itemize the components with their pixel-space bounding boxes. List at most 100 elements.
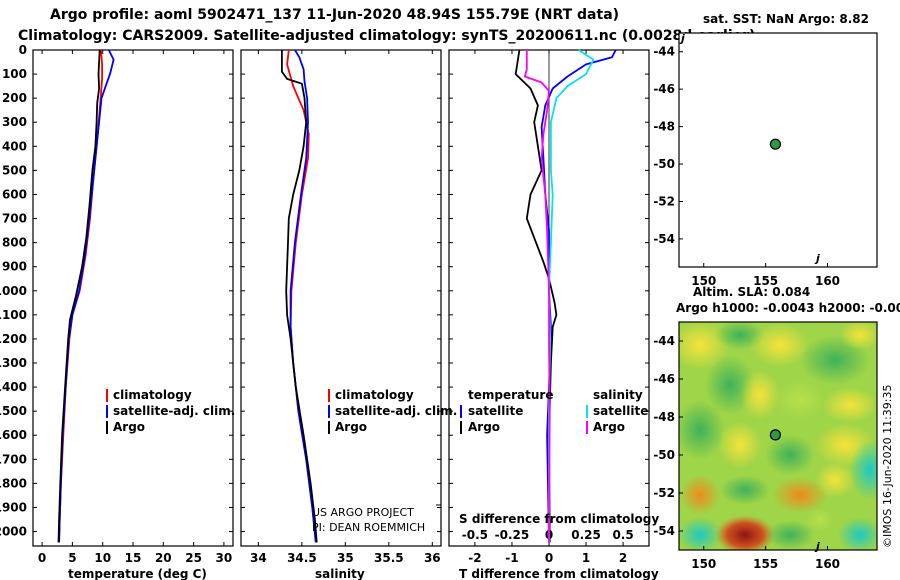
legend-climatology-label: climatology (335, 388, 414, 402)
depth-tick-label: 1300 (0, 356, 27, 370)
series-t-argo-line (514, 49, 558, 543)
salinity-tick-label: 36 (424, 551, 441, 565)
temperature-panel-frame (32, 49, 234, 547)
series-argo-line (57, 49, 101, 543)
depth-tick-label: 1400 (0, 380, 27, 394)
difference-s-tick-label: 0.5 (612, 528, 633, 542)
temperature-tick-label: 20 (155, 551, 172, 565)
legend-s-satellite-label: satellite (593, 404, 648, 418)
sla-heatmap (679, 322, 877, 550)
depth-tick-label: 2000 (0, 525, 27, 539)
depth-tick-label: 200 (2, 91, 27, 105)
temperature-tick-label: 25 (185, 551, 202, 565)
legend-salinity-title: salinity (593, 388, 643, 402)
legend-climatology-label: climatology (113, 388, 192, 402)
depth-tick-label: 1800 (0, 476, 27, 490)
depth-tick-label: 1900 (0, 500, 27, 514)
legend-s-argo-label: Argo (593, 420, 625, 434)
depth-tick-label: 100 (2, 67, 27, 81)
sla-map-bottom-mark: j (814, 540, 820, 553)
credit-pi: PI: DEAN ROEMMICH (312, 521, 425, 534)
temperature-x-axis: 0 5 10 15 20 25 30 (38, 50, 232, 565)
sla-map-lat-tick-label: -54 (653, 524, 675, 538)
chart-title-line2: Climatology: CARS2009. Satellite-adjuste… (18, 28, 756, 44)
depth-tick-label: 500 (2, 163, 27, 177)
salinity-tick-label: 35 (337, 551, 354, 565)
sst-map-lat-tick-label: -46 (653, 82, 675, 96)
sst-map-lon-tick-label: 160 (815, 274, 840, 288)
depth-tick-label: 1700 (0, 452, 27, 466)
difference-tick-label: -1 (505, 551, 518, 565)
temperature-lines (57, 49, 115, 543)
sla-map-lon-tick-label: 155 (753, 557, 778, 571)
salinity-axis-label: salinity (315, 567, 365, 580)
difference-s-tick-label: -0.25 (495, 528, 530, 542)
temperature-tick-label: 15 (125, 551, 142, 565)
argo-float-position-marker (769, 138, 782, 150)
legend-temperature-title: temperature (468, 388, 553, 402)
sst-map-axes: 150 155 160 -44 -46 -48 -50 -52 -54 (653, 45, 840, 288)
salinity-x-axis: 34 34.5 35 35.5 36 (250, 50, 441, 565)
legend-t-argo-label: Argo (468, 420, 500, 434)
difference-s-tick-label: -0.5 (462, 528, 488, 542)
legend-satellite-label: satellite-adj. clim. (113, 404, 235, 418)
sla-map-subtitle: Argo h1000: -0.0043 h2000: -0.006 (676, 301, 900, 315)
difference-tick-label: 2 (619, 551, 627, 565)
difference-tick-label: 0 (545, 551, 553, 565)
difference-lines (514, 49, 617, 543)
series-satellite-adj-clim-line (58, 49, 115, 543)
legend-satellite-label: satellite-adj. clim. (335, 404, 457, 418)
depth-tick-label: 1200 (0, 332, 27, 346)
depth-tick-label: 0 (19, 43, 27, 57)
sst-map-lon-tick-label: 150 (691, 274, 716, 288)
depth-tick-label: 1600 (0, 428, 27, 442)
series-satellite-adj-clim-line (289, 49, 317, 543)
difference-tick-label: -2 (468, 551, 481, 565)
temperature-tick-label: 30 (216, 551, 233, 565)
temperature-tick-label: 10 (94, 551, 111, 565)
sst-map-corner-mark: j (679, 32, 685, 45)
depth-tick-label: 900 (2, 260, 27, 274)
sla-map-axes: 150 155 160 -44 -46 -48 -50 -52 -54 (653, 334, 840, 571)
series-argo-line (280, 50, 318, 543)
argo-float-position-marker (769, 429, 782, 441)
sla-map-lat-tick-label: -48 (653, 410, 675, 424)
difference-legend: temperature satellite Argo salinity sate… (460, 388, 648, 434)
sst-map-lat-tick-label: -54 (653, 232, 675, 246)
sla-map-lat-tick-label: -50 (653, 448, 675, 462)
sst-map-bottom-mark: j (814, 252, 820, 265)
temperature-tick-label: 5 (68, 551, 76, 565)
difference-top-axis-label: S difference from climatology (459, 512, 659, 526)
imos-watermark: ©IMOS 16-Jun-2020 11:39:35 (881, 384, 894, 548)
depth-tick-label: 300 (2, 115, 27, 129)
sla-map-lat-tick-label: -52 (653, 486, 675, 500)
legend-t-satellite-label: satellite (468, 404, 523, 418)
difference-tick-label: 1 (582, 551, 590, 565)
salinity-tick-label: 34 (250, 551, 267, 565)
sla-map-lat-tick-label: -46 (653, 372, 675, 386)
difference-axis-label: T difference from climatology (459, 567, 659, 580)
difference-s-axis: -0.5 -0.25 0 0.25 0.5 (462, 528, 634, 542)
sla-map-title: Altim. SLA: 0.084 (693, 285, 810, 299)
temperature-tick-label: 0 (38, 551, 46, 565)
credit-project: US ARGO PROJECT (312, 506, 414, 519)
depth-tick-label: 800 (2, 236, 27, 250)
series-s-argo-line (524, 50, 551, 543)
depth-tick-label: 1000 (0, 284, 27, 298)
sla-map-lat-tick-label: -44 (653, 334, 675, 348)
depth-axis: 0 100 200 300 400 500 600 700 800 900 1000 1100 1200… (0, 43, 649, 539)
salinity-tick-label: 34.5 (287, 551, 317, 565)
temperature-axis-label: temperature (deg C) (68, 567, 207, 580)
legend-argo-label: Argo (335, 420, 367, 434)
salinity-lines (280, 49, 318, 543)
sst-map-lat-tick-label: -44 (653, 45, 675, 59)
depth-tick-label: 700 (2, 212, 27, 226)
sst-map-frame (678, 32, 878, 268)
salinity-legend: climatology satellite-adj. clim. Argo (328, 388, 457, 434)
salinity-tick-label: 35.5 (374, 551, 404, 565)
difference-s-tick-label: 0.25 (571, 528, 601, 542)
legend-argo-label: Argo (113, 420, 145, 434)
temperature-legend: climatology satellite-adj. clim. Argo (106, 388, 235, 434)
depth-tick-label: 400 (2, 139, 27, 153)
